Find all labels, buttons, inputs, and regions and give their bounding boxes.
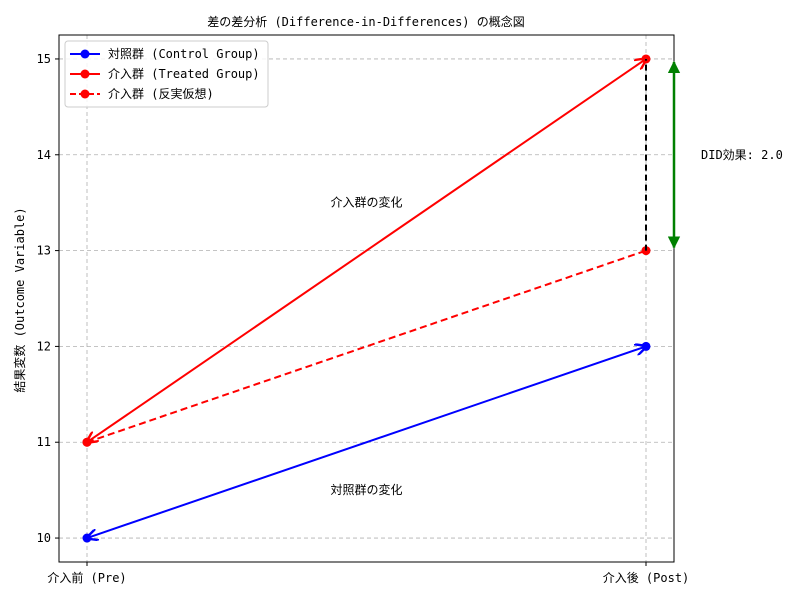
chart-title: 差の差分析 (Difference-in-Differences) の概念図 — [207, 14, 525, 29]
y-axis-label: 結果変数 (Outcome Variable) — [12, 207, 27, 392]
y-tick-label: 11 — [37, 435, 51, 449]
control-change-annotation: 対照群の変化 — [330, 482, 402, 497]
series-line — [87, 59, 646, 442]
did-effect-annotation: DID効果: 2.0 — [701, 147, 783, 162]
x-axis: 介入前 (Pre) 介入後 (Post) — [47, 562, 689, 585]
x-tick-label: 介入前 (Pre) — [47, 570, 126, 585]
legend: 対照群 (Control Group) 介入群 (Treated Group) 介入… — [64, 40, 269, 108]
legend-box — [64, 40, 269, 108]
treated-change-annotation: 介入群の変化 — [330, 195, 402, 210]
legend-swatch-marker — [80, 69, 90, 79]
series-layer — [82, 54, 651, 543]
legend-label: 介入群 (反実仮想) — [108, 86, 214, 101]
data-point — [641, 341, 651, 351]
y-axis: 10 11 12 13 14 15 — [37, 52, 59, 545]
legend-label: 介入群 (Treated Group) — [108, 67, 260, 81]
legend-swatch-marker — [80, 49, 90, 59]
legend-label: 対照群 (Control Group) — [108, 47, 260, 61]
legend-swatch-marker — [80, 89, 90, 99]
data-point — [82, 533, 92, 543]
series-line — [86, 249, 647, 444]
y-tick-label: 14 — [37, 148, 51, 162]
series-line — [87, 346, 646, 538]
y-tick-label: 10 — [37, 531, 51, 545]
y-tick-label: 12 — [37, 339, 51, 353]
x-tick-label: 介入後 (Post) — [603, 571, 690, 585]
data-point — [82, 437, 92, 447]
y-tick-label: 15 — [37, 52, 51, 66]
y-tick-label: 13 — [37, 244, 51, 258]
plot-frame — [58, 34, 675, 563]
